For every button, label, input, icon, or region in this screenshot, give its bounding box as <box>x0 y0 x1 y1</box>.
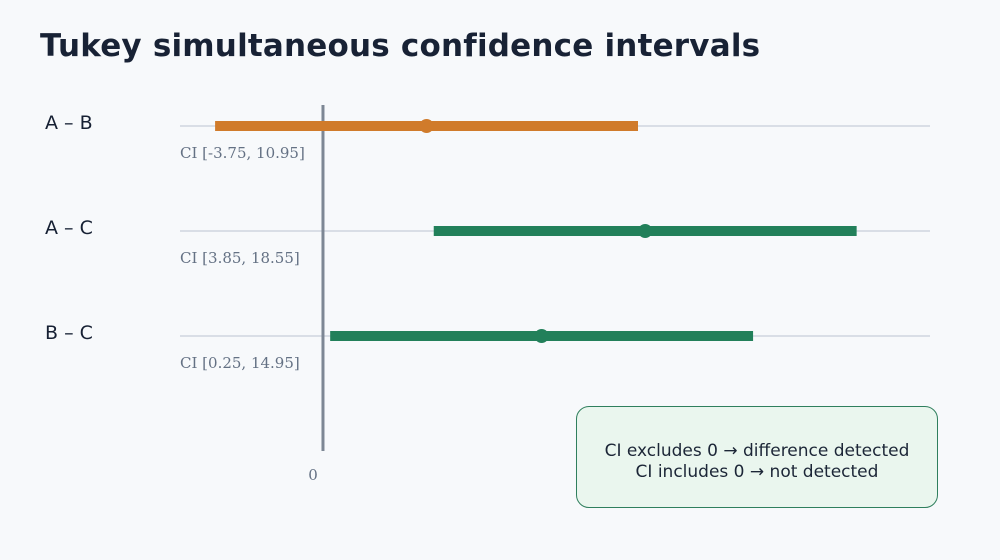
comparison-label-1: A – B <box>45 112 93 134</box>
legend-line-excludes-zero: CI excludes 0 → difference detected <box>604 441 910 461</box>
point-estimate-2 <box>638 224 653 238</box>
ci-label-2: CI [3.85, 18.55] <box>180 249 300 267</box>
comparison-label-2: A – C <box>45 217 93 239</box>
legend-line-includes-zero: CI includes 0 → not detected <box>635 462 879 482</box>
ci-label-3: CI [0.25, 14.95] <box>180 354 300 372</box>
comparison-label-3: B – C <box>45 322 93 344</box>
zero-tick-label: 0 <box>308 466 318 484</box>
ci-label-1: CI [-3.75, 10.95] <box>180 144 305 162</box>
chart-title: Tukey simultaneous confidence intervals <box>40 28 761 64</box>
point-estimate-3 <box>534 329 549 343</box>
interpretation-legend: CI excludes 0 → difference detected CI i… <box>576 406 938 508</box>
point-estimate-1 <box>419 119 434 133</box>
